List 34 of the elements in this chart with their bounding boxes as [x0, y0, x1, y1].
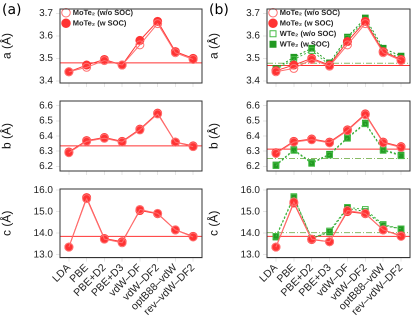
y-tick-label: 6.4: [246, 130, 260, 142]
y-tick-label: 6.2: [246, 161, 260, 172]
y-axis-title: b (Å): [206, 122, 221, 150]
y-tick-label: 6.6: [246, 100, 260, 112]
y-tick-label: 16.0: [240, 184, 260, 196]
y-tick-label: 6.3: [39, 146, 54, 157]
y-tick-label: 3.4: [39, 76, 54, 87]
y-tick-label: 3.5: [39, 53, 54, 64]
y-tick-label: 3.7: [246, 8, 260, 20]
y-tick-label: 3.5: [246, 53, 260, 64]
y-tick-label: 15.0: [34, 206, 54, 218]
y-tick-label: 6.2: [39, 161, 54, 172]
y-tick-label: 13.0: [240, 249, 260, 260]
y-tick-label: 13.0: [34, 249, 54, 260]
y-tick-label: 6.5: [246, 116, 260, 127]
y-tick-label: 14.0: [34, 228, 54, 239]
chart-title: (a): [2, 2, 22, 18]
y-axis-title: b (Å): [0, 122, 14, 150]
y-tick-label: 16.0: [34, 184, 54, 196]
y-axis-title: a (Å): [206, 32, 221, 60]
y-axis-title: c (Å): [206, 210, 221, 236]
y-tick-label: 15.0: [240, 206, 260, 218]
y-tick-label: 6.4: [39, 130, 54, 142]
y-tick-label: 14.0: [240, 228, 260, 239]
y-tick-label: 3.4: [246, 76, 260, 87]
y-tick-label: 6.6: [39, 100, 54, 112]
y-tick-label: 3.6: [39, 30, 54, 42]
y-tick-label: 3.6: [246, 30, 260, 42]
chart-title: (b): [209, 2, 229, 18]
y-tick-label: 6.3: [246, 146, 260, 157]
y-tick-label: 6.5: [39, 116, 54, 127]
y-axis-title: a (Å): [0, 32, 14, 60]
y-axis-title: c (Å): [0, 210, 14, 236]
y-tick-label: 3.7: [39, 8, 54, 20]
